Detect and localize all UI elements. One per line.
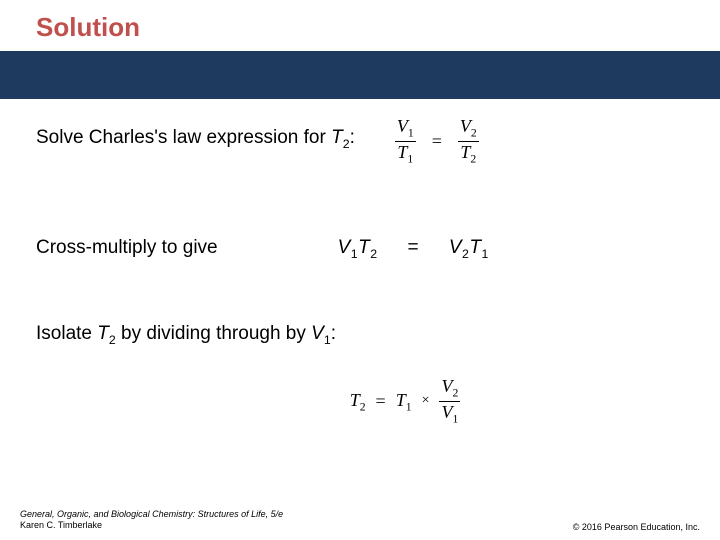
isolate-equation: T2 = T1 × V2 V1 — [36, 377, 684, 427]
eq1-equals: = — [432, 131, 442, 152]
header-band — [0, 51, 720, 99]
eq2-rs2: 1 — [482, 247, 489, 261]
step-3-text: Isolate T2 by dividing through by V1: — [36, 323, 684, 347]
eq2-lv1: V — [338, 237, 351, 258]
eq3-n-s: 2 — [452, 386, 458, 399]
step1-sub: 2 — [343, 137, 350, 151]
step1-var: T — [331, 127, 343, 148]
eq3-d-s: 1 — [452, 413, 458, 426]
eq1-ld-v: T — [397, 142, 407, 162]
slide-content: Solve Charles's law expression for T2: V… — [0, 99, 720, 426]
step3-var: T — [97, 323, 109, 344]
eq1-rd-v: T — [460, 142, 470, 162]
step3-sub: 2 — [109, 333, 116, 347]
eq2-rv2: T — [469, 237, 481, 258]
eq3-lhs-s: 2 — [360, 400, 366, 413]
eq2-rv1: V — [449, 237, 462, 258]
step-1-text: Solve Charles's law expression for T2: — [36, 117, 355, 151]
footer: General, Organic, and Biological Chemist… — [20, 509, 700, 532]
eq1-ln-v: V — [397, 116, 408, 136]
eq3-fraction: V2 V1 — [439, 377, 460, 427]
eq3-n-v: V — [441, 376, 452, 396]
step1-prefix: Solve Charles's law expression for — [36, 127, 331, 148]
footer-book-title: General, Organic, and Biological Chemist… — [20, 509, 283, 521]
step3-prefix: Isolate — [36, 323, 97, 344]
eq2-lv2: T — [358, 237, 370, 258]
step-2-row: Cross-multiply to give V1T2 = V2T1 — [36, 237, 684, 261]
cross-multiply-equation: V1T2 = V2T1 — [338, 237, 489, 261]
step-1-row: Solve Charles's law expression for T2: V… — [36, 117, 684, 167]
eq3-d-v: V — [441, 402, 452, 422]
eq1-rn-v: V — [460, 116, 471, 136]
eq1-rn-s: 2 — [471, 127, 477, 140]
footer-left: General, Organic, and Biological Chemist… — [20, 509, 283, 532]
eq1-ln-s: 1 — [408, 127, 414, 140]
step3-suffix: : — [331, 323, 336, 344]
eq3-t-s: 1 — [406, 400, 412, 413]
step3-mid: by dividing through by — [116, 323, 311, 344]
fraction-right: V2 T2 — [458, 117, 479, 167]
eq1-rd-s: 2 — [470, 153, 476, 166]
eq3-lhs-v: T — [350, 390, 360, 410]
step3-sub2: 1 — [324, 333, 331, 347]
step1-suffix: : — [350, 127, 355, 148]
eq2-ls2: 2 — [370, 247, 377, 261]
fraction-left: V1 T1 — [395, 117, 416, 167]
charles-law-equation: V1 T1 = V2 T2 — [395, 117, 479, 167]
footer-copyright: © 2016 Pearson Education, Inc. — [573, 522, 700, 532]
eq1-ld-s: 1 — [407, 153, 413, 166]
step3-var2: V — [311, 323, 324, 344]
eq2-eq: = — [407, 237, 419, 258]
eq3-t-v: T — [396, 390, 406, 410]
eq3-times: × — [422, 393, 430, 409]
eq3-eq: = — [376, 391, 386, 412]
slide-title: Solution — [36, 12, 720, 43]
step-2-text: Cross-multiply to give — [36, 237, 218, 259]
footer-author: Karen C. Timberlake — [20, 520, 283, 532]
